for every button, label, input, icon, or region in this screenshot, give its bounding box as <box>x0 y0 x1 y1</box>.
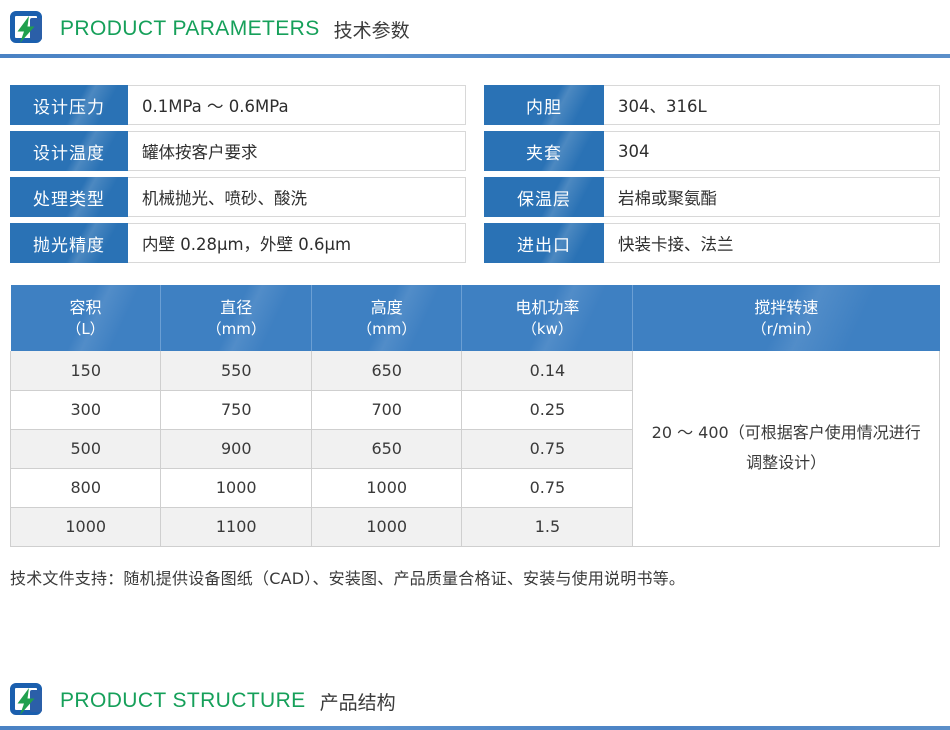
parameter-label: 设计温度 <box>10 131 128 171</box>
header-unit: （mm） <box>206 319 266 338</box>
technical-document-note: 技术文件支持：随机提供设备图纸（CAD）、安装图、产品质量合格证、安装与使用说明… <box>10 568 686 588</box>
specification-table: 容积 （L） 直径 （mm） 高度 （mm） 电机功率 （kw） 搅拌转速 <box>9 285 940 547</box>
parameter-panels: 设计压力 0.1MPa ～ 0.6MPa 设计温度 罐体按客户要求 处理类型 机… <box>0 58 950 263</box>
table-cell-power: 0.14 <box>461 351 634 391</box>
table-row: 500 900 650 0.75 <box>9 429 940 469</box>
section-header-product-parameters: PRODUCT PARAMETERS 技术参数 <box>0 0 950 58</box>
table-cell-power: 0.25 <box>461 390 634 430</box>
section-header-product-structure: PRODUCT STRUCTURE 产品结构 <box>0 672 950 730</box>
parameter-value: 机械抛光、喷砂、酸洗 <box>128 177 466 217</box>
table-cell-power: 0.75 <box>461 429 634 469</box>
table-cell-diameter: 1100 <box>160 507 312 547</box>
parameter-column-left: 设计压力 0.1MPa ～ 0.6MPa 设计温度 罐体按客户要求 处理类型 机… <box>10 85 466 263</box>
parameter-value: 罐体按客户要求 <box>128 131 466 171</box>
table-cell-volume: 150 <box>9 351 162 391</box>
table-cell-height: 650 <box>311 351 463 391</box>
logo-square-bolt-icon <box>10 683 46 719</box>
table-header-cell: 高度 （mm） <box>311 285 463 351</box>
table-header-cell: 电机功率 （kw） <box>461 285 634 351</box>
table-row: 150 550 650 0.14 20 ～ 400（可根据客户使用情况进行调整设… <box>9 351 940 547</box>
parameter-row: 抛光精度 内壁 0.28μm，外壁 0.6μm <box>10 223 466 263</box>
parameter-value: 内壁 0.28μm，外壁 0.6μm <box>128 223 466 263</box>
parameter-row: 处理类型 机械抛光、喷砂、酸洗 <box>10 177 466 217</box>
parameter-row: 设计压力 0.1MPa ～ 0.6MPa <box>10 85 466 125</box>
section-divider-rule <box>0 54 950 58</box>
parameter-label: 抛光精度 <box>10 223 128 263</box>
parameter-column-right: 内胆 304、316L 夹套 304 保温层 岩棉或聚氨酯 进出口 快装卡接、法… <box>484 85 940 263</box>
header-name: 搅拌转速 <box>754 297 819 317</box>
parameter-value: 快装卡接、法兰 <box>604 223 940 263</box>
section-title-cn: 技术参数 <box>333 19 410 42</box>
table-cell-power: 1.5 <box>461 507 634 547</box>
parameter-value: 304 <box>604 131 940 171</box>
header-unit: （kw） <box>521 319 573 338</box>
table-cell-volume: 300 <box>9 390 162 430</box>
parameter-row: 内胆 304、316L <box>484 85 940 125</box>
section-title-en: PRODUCT PARAMETERS <box>60 17 320 40</box>
parameter-value: 0.1MPa ～ 0.6MPa <box>128 85 466 125</box>
table-header-row: 容积 （L） 直径 （mm） 高度 （mm） 电机功率 （kw） 搅拌转速 <box>10 285 940 351</box>
table-cell-diameter: 750 <box>160 390 312 430</box>
parameter-value: 岩棉或聚氨酯 <box>604 177 940 217</box>
parameter-value: 304、316L <box>604 85 940 125</box>
parameter-row: 设计温度 罐体按客户要求 <box>10 131 466 171</box>
table-row: 800 1000 1000 0.75 <box>9 468 940 508</box>
header-unit: （mm） <box>357 319 417 338</box>
logo-square-bolt-icon <box>10 11 46 47</box>
table-row: 300 750 700 0.25 <box>9 390 940 430</box>
header-unit: （r/min） <box>751 319 822 338</box>
parameter-label: 设计压力 <box>10 85 128 125</box>
table-header-cell: 容积 （L） <box>10 285 162 351</box>
table-cell-height: 1000 <box>311 507 463 547</box>
parameter-row: 保温层 岩棉或聚氨酯 <box>484 177 940 217</box>
table-cell-diameter: 900 <box>160 429 312 469</box>
table-header-cell: 搅拌转速 （r/min） <box>632 285 940 351</box>
table-row: 1000 1100 1000 1.5 <box>9 507 940 547</box>
header-name: 电机功率 <box>515 297 580 317</box>
table-cell-diameter: 550 <box>160 351 312 391</box>
table-cell-power: 0.75 <box>461 468 634 508</box>
header-name: 高度 <box>370 297 403 317</box>
parameter-row: 夹套 304 <box>484 131 940 171</box>
table-cell-height: 1000 <box>311 468 463 508</box>
section-title-cn: 产品结构 <box>319 691 396 714</box>
parameter-label: 进出口 <box>484 223 604 263</box>
table-cell-stir-speed-merged: 20 ～ 400（可根据客户使用情况进行调整设计） <box>632 351 940 547</box>
parameter-label: 处理类型 <box>10 177 128 217</box>
table-cell-height: 700 <box>311 390 463 430</box>
table-header-cell: 直径 （mm） <box>160 285 312 351</box>
parameter-label: 保温层 <box>484 177 604 217</box>
table-cell-volume: 800 <box>9 468 162 508</box>
table-cell-height: 650 <box>311 429 463 469</box>
section-title-en: PRODUCT STRUCTURE <box>60 689 306 712</box>
table-cell-volume: 500 <box>9 429 162 469</box>
parameter-label: 内胆 <box>484 85 604 125</box>
header-name: 容积 <box>69 297 102 317</box>
section-divider-rule <box>0 726 950 730</box>
table-cell-diameter: 1000 <box>160 468 312 508</box>
table-cell-volume: 1000 <box>9 507 162 547</box>
header-name: 直径 <box>220 297 253 317</box>
specification-table-wrapper: 容积 （L） 直径 （mm） 高度 （mm） 电机功率 （kw） 搅拌转速 <box>0 263 950 547</box>
header-unit: （L） <box>66 319 105 338</box>
parameter-row: 进出口 快装卡接、法兰 <box>484 223 940 263</box>
parameter-label: 夹套 <box>484 131 604 171</box>
